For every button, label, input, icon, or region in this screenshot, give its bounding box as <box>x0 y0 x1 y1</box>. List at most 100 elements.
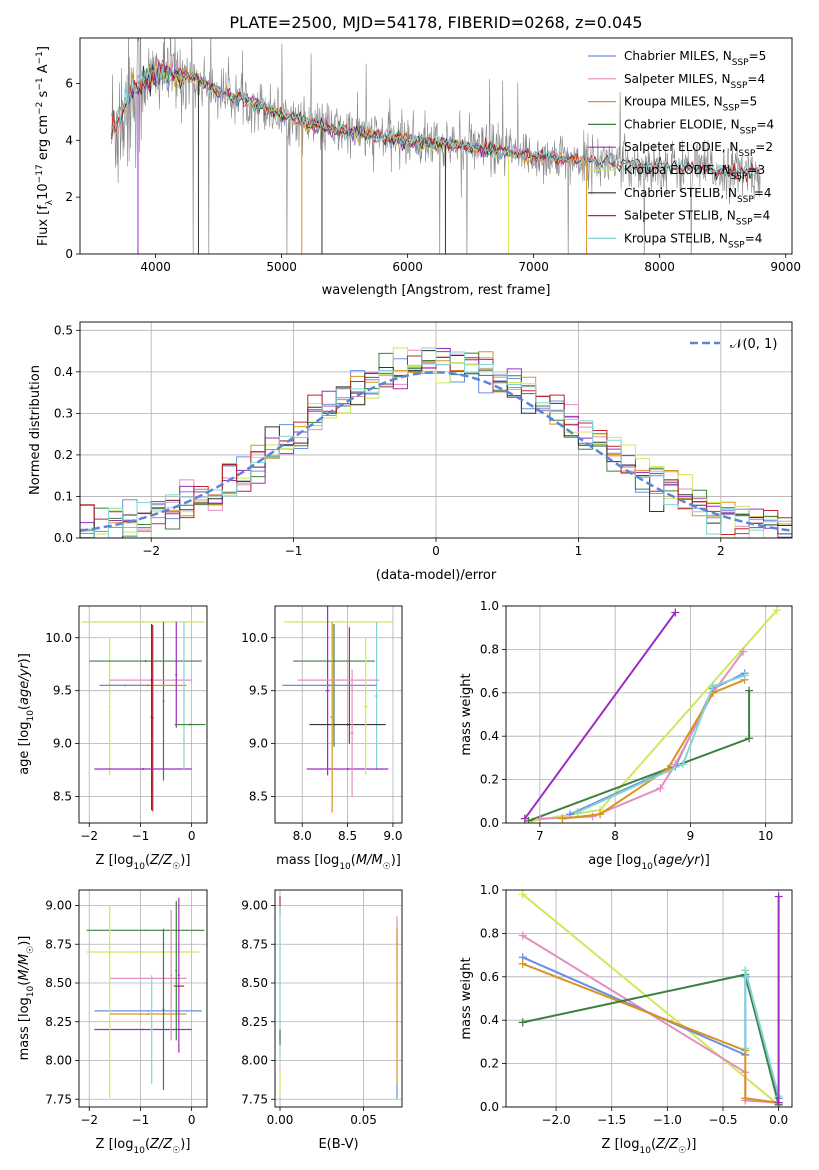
y-tick-label: 9.00 <box>45 899 72 913</box>
panel-weight-vs-z: −2.0 −1.5 −1.0 −0.5 0.0 0.0 0.2 0.4 0.6 0.8 1.0 Z [… <box>459 883 793 1156</box>
y-tick-label: 7.75 <box>45 1092 72 1106</box>
weight-line <box>522 934 779 1104</box>
legend-entry: 𝒩(0, 1) <box>730 337 777 352</box>
x-tick-label: −1 <box>132 829 150 843</box>
x-tick-label: 8 <box>611 829 619 843</box>
x-tick-label: 0 <box>432 544 440 558</box>
y-tick-label: 9.00 <box>241 899 268 913</box>
weight-line <box>528 690 751 822</box>
y-tick-label: 1.0 <box>480 599 499 613</box>
weight-marker <box>741 966 750 975</box>
y-tick-label: 9.0 <box>249 737 268 751</box>
x-axis-label: age [log10(age/yr)] <box>588 853 710 872</box>
errorbars <box>279 896 398 1100</box>
weight-line <box>744 970 780 1097</box>
errorbars <box>282 606 393 813</box>
weight-lines <box>520 606 781 823</box>
legend-entry: Salpeter STELIB, NSSP=4 <box>624 209 770 228</box>
weight-marker <box>656 784 665 793</box>
y-tick-label: 8.75 <box>45 937 72 951</box>
y-tick-label: 10.0 <box>45 631 72 645</box>
y-tick-label: 0.8 <box>480 926 499 940</box>
weight-marker <box>573 808 582 817</box>
y-axis-label: Normed distribution <box>28 365 43 495</box>
y-tick-label: 0.6 <box>480 970 499 984</box>
y-tick-label: 0.2 <box>480 1057 499 1071</box>
y-tick-label: 0.1 <box>54 489 73 503</box>
panel-weight-vs-age: 7 8 9 10 0.0 0.2 0.4 0.6 0.8 1.0 age [log10(age/yr… <box>459 599 793 872</box>
weight-marker <box>518 890 527 899</box>
plot-frame <box>79 321 793 539</box>
weight-marker <box>518 959 527 968</box>
y-tick-label: 0.4 <box>480 729 499 743</box>
y-tick-label: 0.6 <box>480 686 499 700</box>
weight-marker <box>740 671 749 680</box>
x-tick-label: −2 <box>80 1113 98 1127</box>
legend: Chabrier MILES, NSSP=5 Salpeter MILES, NS… <box>588 49 774 250</box>
y-tick-label: 10.0 <box>241 631 268 645</box>
x-tick-label: 0.0 <box>769 1113 788 1127</box>
y-axis-label: mass weight <box>459 957 474 1039</box>
y-tick-label: 8.5 <box>53 790 72 804</box>
x-tick-label: 2 <box>717 544 725 558</box>
y-tick-label: 8.50 <box>45 976 72 990</box>
y-tick-label: 2 <box>65 190 73 204</box>
x-tick-label: 9.0 <box>383 829 402 843</box>
histograms <box>80 347 792 538</box>
x-tick-label: 0.00 <box>267 1113 294 1127</box>
x-axis-label: Z [log10(Z/Z☉)] <box>602 1137 697 1156</box>
plot-frame <box>79 37 793 255</box>
x-tick-label: 10 <box>758 829 773 843</box>
weight-marker <box>745 734 754 743</box>
y-tick-label: 8.25 <box>45 1015 72 1029</box>
weight-marker <box>671 608 680 617</box>
y-tick-label: 8.00 <box>45 1054 72 1068</box>
x-axis-label: Z [log10(Z/Z☉)] <box>96 853 191 872</box>
panel-mass-vs-z: −2 −1 0 7.75 8.00 8.25 8.50 8.75 9.00 Z [log10(Z/… <box>17 889 208 1156</box>
y-tick-label: 7.75 <box>241 1092 268 1106</box>
x-tick-label: 8000 <box>644 260 675 274</box>
x-tick-label: 0.05 <box>350 1113 377 1127</box>
legend-entry: Salpeter ELODIE, NSSP=2 <box>624 140 773 159</box>
y-tick-label: 0.0 <box>54 531 73 545</box>
y-tick-label: 0.0 <box>480 1100 499 1114</box>
x-tick-label: 5000 <box>266 260 297 274</box>
weight-marker <box>774 1098 783 1107</box>
weight-marker <box>772 606 781 615</box>
x-axis-label: Z [log10(Z/Z☉)] <box>96 1137 191 1156</box>
x-tick-label: −1.0 <box>653 1113 682 1127</box>
x-tick-label: −1 <box>285 544 303 558</box>
x-axis-label: wavelength [Angstrom, rest frame] <box>322 283 551 298</box>
plot-frame <box>505 605 793 824</box>
x-tick-label: 7000 <box>518 260 549 274</box>
plot-frame <box>78 605 208 824</box>
y-tick-label: 9.5 <box>249 684 268 698</box>
weight-line <box>577 674 745 814</box>
weight-marker <box>739 647 748 656</box>
weight-marker <box>774 892 783 901</box>
panel-age-vs-z: −2 −1 0 8.5 9.0 9.5 10.0 Z [log10(Z/Z☉)] age [lo… <box>17 605 208 872</box>
weight-marker <box>535 814 544 823</box>
weight-marker <box>524 816 533 823</box>
plot-frame <box>274 889 403 1108</box>
x-tick-label: 8.0 <box>293 829 312 843</box>
weight-marker <box>596 810 605 819</box>
weight-marker <box>741 1094 750 1103</box>
weight-lines <box>518 890 783 1107</box>
legend-entry: Salpeter MILES, NSSP=4 <box>624 72 765 91</box>
spectrum-lines <box>111 38 761 254</box>
y-tick-label: 8.25 <box>241 1015 268 1029</box>
y-tick-label: 0.2 <box>480 773 499 787</box>
errorbars <box>86 897 205 1098</box>
y-tick-label: 9.5 <box>53 684 72 698</box>
y-tick-label: 6 <box>65 76 73 90</box>
model-spectrum <box>111 66 760 177</box>
y-tick-label: 0.0 <box>480 816 499 830</box>
x-tick-label: −0.5 <box>708 1113 737 1127</box>
panel-age-vs-mass: 8.0 8.5 9.0 8.5 9.0 9.5 10.0 mass [log10(M/M☉)] <box>241 605 402 872</box>
errorbars <box>81 620 206 812</box>
legend-entry: Kroupa STELIB, NSSP=4 <box>624 231 762 250</box>
y-tick-label: 8.50 <box>241 976 268 990</box>
weight-line <box>522 962 779 1104</box>
